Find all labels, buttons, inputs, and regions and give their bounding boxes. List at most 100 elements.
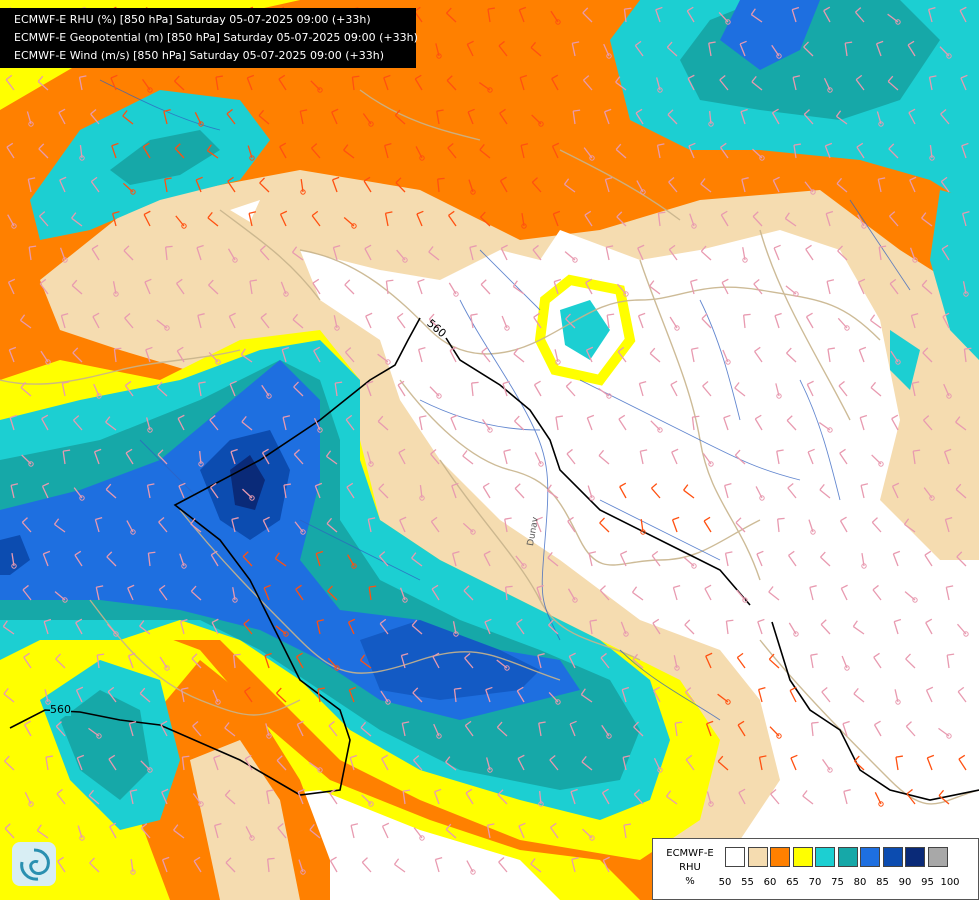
wind-barb bbox=[601, 724, 612, 739]
wind-barb bbox=[248, 211, 257, 227]
wind-barb bbox=[434, 856, 443, 873]
wind-barb bbox=[944, 516, 953, 533]
wind-barb bbox=[857, 278, 866, 295]
wind-barb bbox=[72, 347, 83, 363]
wind-barb bbox=[38, 143, 49, 159]
wind-barb bbox=[181, 755, 190, 771]
wind-barb bbox=[649, 280, 661, 295]
wind-barb bbox=[940, 176, 950, 193]
wind-barb bbox=[904, 591, 918, 603]
wind-barb bbox=[888, 211, 899, 227]
wind-barb bbox=[636, 180, 646, 195]
wind-barb bbox=[105, 483, 117, 499]
wind-barb bbox=[180, 619, 188, 635]
wind-barb bbox=[753, 278, 763, 295]
wind-barb bbox=[720, 142, 729, 159]
wind-barb bbox=[359, 654, 372, 669]
wind-barb bbox=[482, 418, 493, 433]
wind-barb bbox=[207, 211, 219, 227]
wind-barb bbox=[553, 278, 562, 295]
wind-barb bbox=[416, 210, 424, 227]
wind-barb bbox=[293, 381, 304, 397]
wind-barb bbox=[431, 584, 440, 601]
wind-barb bbox=[580, 688, 593, 703]
wind-barb bbox=[228, 312, 236, 329]
wind-barb bbox=[41, 414, 49, 431]
wind-barb bbox=[785, 285, 799, 297]
wind-barb bbox=[668, 177, 678, 193]
legend-tick-label: 55 bbox=[741, 877, 754, 888]
wind-barb bbox=[62, 449, 71, 465]
wind-barb bbox=[298, 859, 306, 875]
wind-barb bbox=[19, 314, 32, 329]
wind-barb bbox=[601, 788, 610, 805]
wind-barb bbox=[521, 213, 527, 229]
wind-barb bbox=[161, 788, 169, 805]
wind-barb bbox=[674, 721, 683, 737]
wind-barb bbox=[140, 823, 151, 839]
wind-barb bbox=[891, 414, 899, 431]
wind-barb bbox=[144, 278, 152, 295]
wind-barb bbox=[656, 77, 663, 93]
wind-barb bbox=[537, 653, 545, 669]
wind-barb bbox=[907, 40, 916, 57]
wind-barb bbox=[910, 312, 919, 329]
wind-barb bbox=[147, 551, 156, 567]
wind-barb bbox=[941, 244, 950, 261]
wind-barb bbox=[551, 142, 560, 159]
wind-barb bbox=[436, 177, 445, 193]
wind-barb bbox=[925, 618, 933, 635]
wind-barb bbox=[912, 449, 921, 465]
wind-barb bbox=[208, 352, 221, 365]
wind-barb bbox=[929, 145, 935, 161]
wind-barb bbox=[277, 822, 287, 839]
wind-barb bbox=[722, 349, 731, 365]
wind-barb bbox=[108, 754, 117, 771]
wind-barb bbox=[737, 720, 746, 737]
wind-barb bbox=[586, 414, 595, 431]
wind-barb bbox=[328, 720, 338, 737]
wind-barb bbox=[939, 46, 952, 59]
wind-barb bbox=[230, 448, 238, 465]
wind-barb bbox=[650, 420, 663, 433]
wind-barb bbox=[962, 211, 970, 227]
wind-barb bbox=[958, 754, 967, 771]
wind-barb bbox=[122, 110, 134, 125]
wind-barb bbox=[773, 244, 781, 261]
legend-title: ECMWF-E RHU % bbox=[657, 847, 723, 889]
wind-barb bbox=[872, 584, 882, 601]
wind-barb bbox=[226, 108, 236, 125]
wind-barb bbox=[448, 282, 459, 297]
wind-barb bbox=[365, 312, 373, 329]
wind-barb bbox=[378, 551, 389, 567]
wind-barb bbox=[331, 176, 340, 193]
wind-barb bbox=[88, 789, 100, 805]
wind-barb bbox=[735, 517, 746, 533]
wind-barb bbox=[316, 619, 325, 635]
wind-barb bbox=[142, 142, 151, 159]
wind-barb bbox=[565, 381, 576, 397]
wind-barb bbox=[348, 686, 357, 703]
wind-barb bbox=[36, 824, 49, 839]
wind-barb bbox=[195, 176, 203, 193]
wind-barb bbox=[225, 857, 236, 873]
wind-barb bbox=[873, 652, 882, 669]
wind-barb bbox=[393, 858, 406, 873]
wind-barb bbox=[259, 245, 270, 261]
wind-barb bbox=[2, 620, 15, 635]
wind-barb bbox=[399, 516, 407, 533]
wind-barb bbox=[804, 181, 816, 195]
wind-barb bbox=[893, 618, 902, 635]
wind-barb bbox=[178, 482, 186, 499]
wind-barb bbox=[264, 652, 272, 669]
wind-barb bbox=[227, 248, 238, 263]
wind-barb bbox=[107, 686, 117, 703]
wind-barb bbox=[533, 312, 542, 329]
wind-barb bbox=[758, 687, 766, 703]
wind-barb bbox=[651, 550, 661, 567]
wind-barb bbox=[6, 142, 15, 159]
wind-barb bbox=[756, 550, 764, 567]
wind-barb bbox=[702, 453, 714, 467]
wind-barb bbox=[546, 484, 559, 499]
wind-barb bbox=[650, 483, 661, 499]
